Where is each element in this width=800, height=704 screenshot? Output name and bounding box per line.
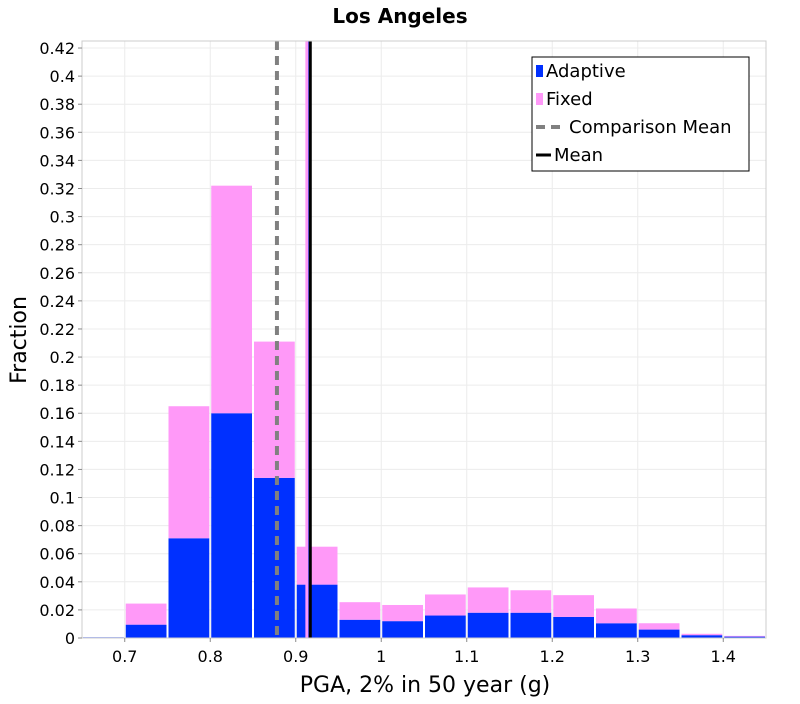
fixed-bar	[296, 546, 338, 585]
x-tick-label: 1.3	[625, 647, 650, 666]
fixed-bar	[125, 603, 167, 625]
fixed-bar	[425, 594, 466, 616]
y-tick-label: 0.1	[50, 489, 75, 508]
fixed-bar	[510, 590, 552, 613]
chart-title: Los Angeles	[332, 4, 467, 28]
y-tick-label: 0.12	[39, 460, 75, 479]
fixed-bar	[382, 604, 423, 622]
y-tick-label: 0.3	[50, 208, 75, 227]
legend-swatch	[536, 65, 543, 77]
x-axis-title: PGA, 2% in 50 year (g)	[300, 673, 551, 698]
legend-label: Fixed	[546, 89, 593, 110]
adaptive-bar	[553, 616, 594, 638]
fixed-bar	[681, 633, 723, 636]
adaptive-bar	[339, 619, 381, 638]
legend-label: Comparison Mean	[569, 117, 732, 138]
fixed-bar	[339, 602, 381, 620]
adaptive-bar	[296, 584, 338, 638]
y-tick-label: 0.32	[39, 179, 75, 198]
y-tick-label: 0.36	[39, 123, 75, 142]
y-tick-label: 0.06	[39, 545, 75, 564]
mean-lines-layer	[274, 41, 312, 638]
y-tick-label: 0.28	[39, 236, 75, 255]
legend-label: Mean	[554, 145, 603, 166]
x-tick-label: 1.1	[454, 647, 479, 666]
x-tick-label: 1	[376, 647, 386, 666]
y-tick-label: 0.34	[39, 151, 75, 170]
y-tick-label: 0.2	[50, 348, 75, 367]
fixed-bar	[724, 635, 765, 637]
y-tick-label: 0.08	[39, 517, 75, 536]
y-tick-label: 0	[65, 629, 75, 648]
fixed-bar	[553, 595, 594, 617]
x-axis-ticks: 0.7 0.8 0.9 1 1.1 1.2 1.3 1.4	[112, 638, 736, 666]
y-tick-label: 0.02	[39, 601, 75, 620]
fixed-bar	[211, 185, 252, 414]
fixed-bar	[254, 341, 295, 478]
adaptive-bar	[596, 623, 637, 638]
y-tick-label: 0.18	[39, 376, 75, 395]
fixed-bar	[467, 587, 509, 613]
adaptive-bar	[254, 477, 295, 638]
y-tick-label: 0.42	[39, 39, 75, 58]
y-tick-label: 0.24	[39, 292, 75, 311]
legend-swatch	[536, 93, 543, 105]
y-tick-label: 0.4	[50, 67, 75, 86]
x-tick-label: 1.4	[711, 647, 736, 666]
adaptive-bar	[211, 413, 252, 638]
adaptive-bar	[125, 624, 167, 638]
plot-frame	[81, 40, 767, 639]
fixed-bar	[638, 623, 680, 630]
y-tick-label: 0.22	[39, 320, 75, 339]
x-tick-label: 0.7	[112, 647, 137, 666]
x-tick-label: 1.2	[540, 647, 565, 666]
y-tick-label: 0.16	[39, 404, 75, 423]
adaptive-bar	[425, 615, 466, 638]
x-tick-label: 0.8	[198, 647, 223, 666]
legend-label: Adaptive	[546, 61, 626, 82]
adaptive-bar	[168, 538, 210, 638]
adaptive-bar	[382, 621, 423, 638]
adaptive-bar	[638, 629, 680, 638]
adaptive-bar	[681, 635, 723, 638]
y-axis-ticks: 0 0.02 0.04 0.06 0.08 0.1 0.12 0.14 0.16 0.18 0.2 0…	[39, 39, 82, 648]
adaptive-bar	[510, 612, 552, 638]
legend-box	[531, 56, 750, 172]
fixed-bar	[168, 406, 210, 539]
y-axis-title: Fraction	[7, 296, 32, 384]
fixed-bar	[596, 608, 637, 624]
adaptive-bar	[724, 636, 765, 638]
x-tick-label: 0.9	[283, 647, 308, 666]
y-tick-label: 0.14	[39, 432, 75, 451]
y-tick-label: 0.26	[39, 264, 75, 283]
y-tick-label: 0.04	[39, 573, 75, 592]
legend: Adaptive Fixed Comparison Mean Mean	[531, 56, 750, 172]
y-tick-label: 0.38	[39, 95, 75, 114]
bars-layer	[83, 185, 765, 638]
adaptive-bar	[467, 612, 509, 638]
